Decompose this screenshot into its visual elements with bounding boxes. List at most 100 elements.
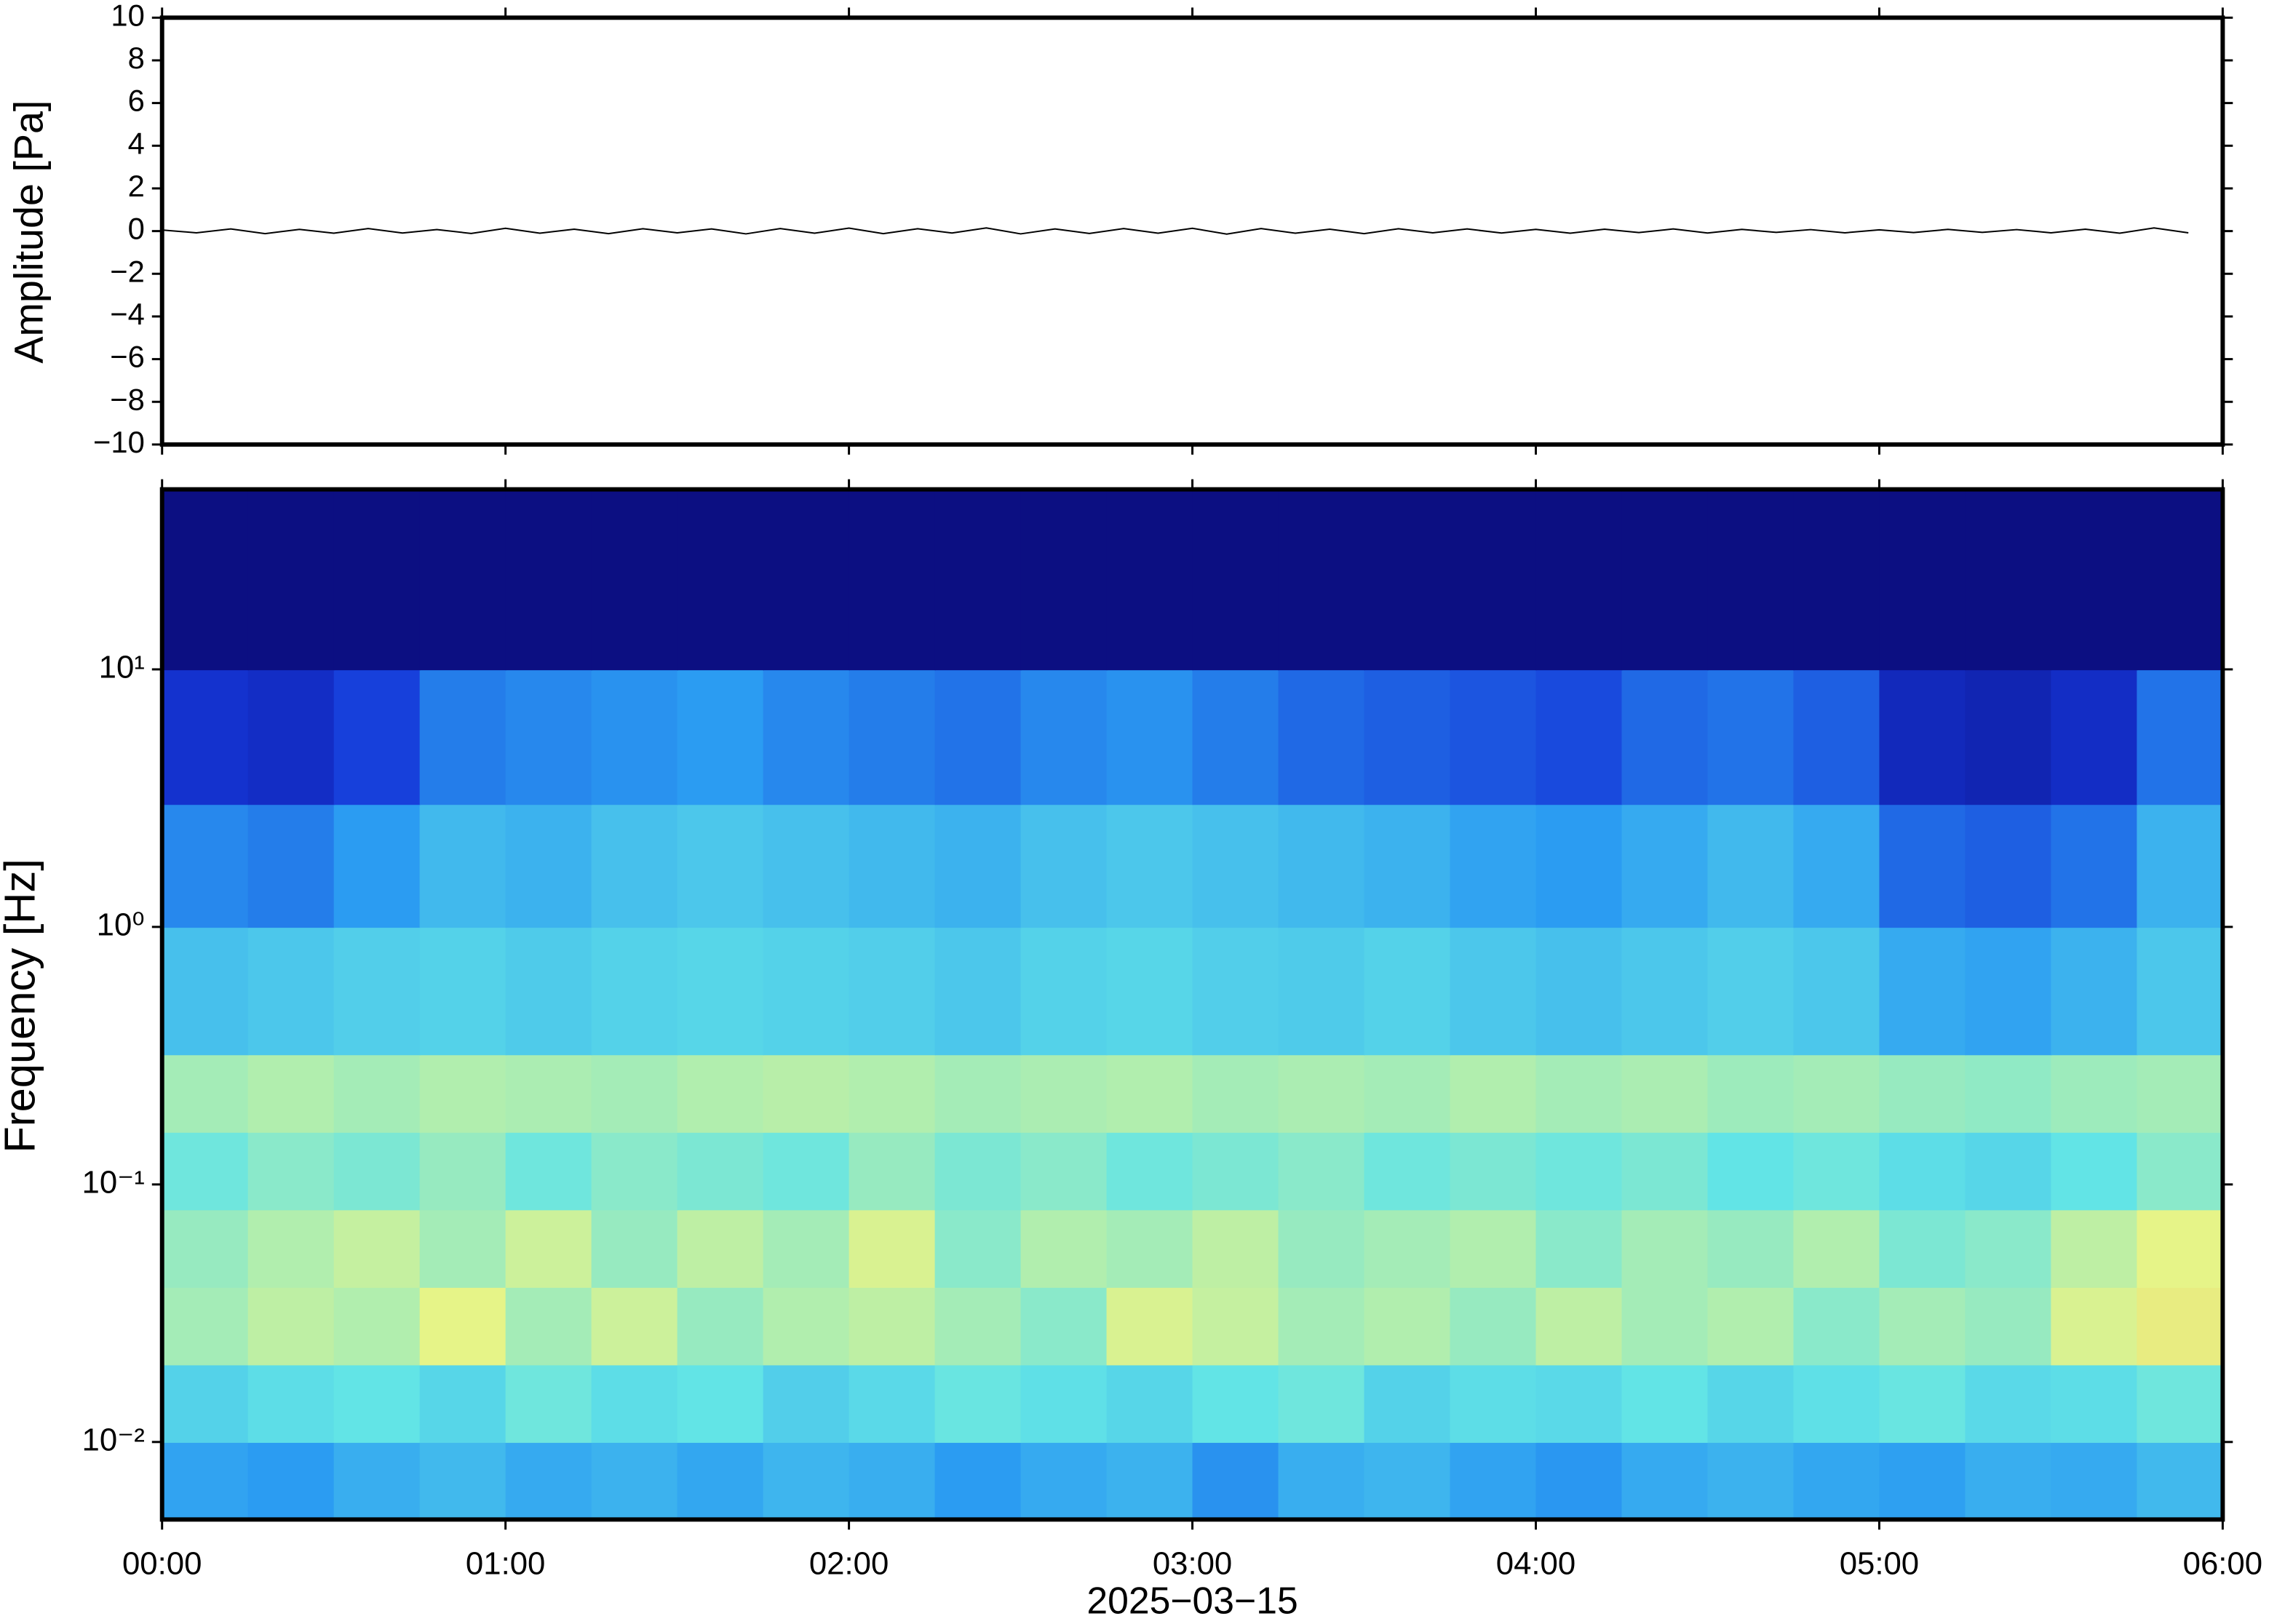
spectrogram-cell [1364,804,1451,928]
spectrogram-cell [2051,669,2138,805]
spectrogram-cell [849,1209,936,1288]
spectrogram-cell [1106,1441,1193,1521]
spectrogram-cell [1793,1364,1880,1444]
spectrogram-cell [1879,1364,1966,1444]
spectrogram-cell [1364,926,1451,1056]
spectrogram-cell [1192,1364,1279,1444]
x-tick-label: 05:00 [1840,1546,1919,1582]
spectrogram-cell [591,926,678,1056]
spectrogram-cell [1621,1364,1709,1444]
x-tick-label: 00:00 [122,1546,202,1582]
spectrogram-cell [1450,1054,1537,1133]
x-axis-label: 2025−03−15 [1086,1579,1298,1621]
spectrogram-cell [1278,1441,1365,1521]
spectrogram-cell [1278,1209,1365,1288]
spectrogram-cell [1020,1364,1108,1444]
spectrogram-cell [1450,926,1537,1056]
spectrogram-cell [1450,1209,1537,1288]
spectrogram-cell [1278,1364,1365,1444]
spectrogram-cell [1278,1131,1365,1211]
spectrogram-cell [505,1209,592,1288]
spectrogram-cell [1793,804,1880,928]
spectrogram-cell [162,1209,249,1288]
spectrogram-cell [1450,804,1537,928]
spectrogram-cell [1707,1364,1795,1444]
spectrogram-cell [677,1131,764,1211]
spectrogram-cell [763,1364,850,1444]
spectrogram-cell [1793,1286,1880,1366]
spectrogram-cell [934,1364,1022,1444]
spectrogram-cell [419,489,506,671]
spectrogram-cell [849,1054,936,1133]
spectrogram-cell [1793,926,1880,1056]
spectrogram-cell [591,1209,678,1288]
spectrogram-cell [763,489,850,671]
spectrogram-cell [1879,804,1966,928]
spectrogram-cell [1535,1441,1623,1521]
spectrogram-cell [1364,1054,1451,1133]
spectrogram-cell [419,804,506,928]
y-tick-label: −6 [110,340,145,374]
spectrogram-cell [1621,489,1709,671]
spectrogram-cell [333,1286,421,1366]
spectrogram-cell [1278,1286,1365,1366]
spectrogram-cell [677,1209,764,1288]
spectrogram-cell [505,1054,592,1133]
spectrogram-cell [1965,669,2052,805]
spectrogram-cell [849,1131,936,1211]
spectrogram-cell [2137,669,2224,805]
x-tick-label: 06:00 [2183,1546,2262,1582]
spectrogram-cell [247,1209,335,1288]
spectrogram-cell [1106,1054,1193,1133]
spectrogram-cell [677,1286,764,1366]
spectrogram-cell [849,926,936,1056]
y-tick-label: −2 [110,254,145,288]
spectrogram-cell [2137,1364,2224,1444]
spectrogram-cell [1621,1131,1709,1211]
spectrogram-cell [419,1209,506,1288]
spectrogram-cell [162,1131,249,1211]
y-axis-label: Frequency [Hz] [0,859,44,1153]
spectrogram-cell [247,1364,335,1444]
spectrogram-cell [1278,489,1365,671]
spectrogram-cell [763,1054,850,1133]
spectrogram-cell [2137,1054,2224,1133]
spectrogram-cell [1707,1131,1795,1211]
spectrogram-cell [2051,1131,2138,1211]
spectrogram-cell [1450,489,1537,671]
spectrogram-cell [505,669,592,805]
spectrogram-cell [162,1054,249,1133]
spectrogram-cell [1793,1131,1880,1211]
spectrogram-cell [1965,1441,2052,1521]
spectrogram-cell [419,1286,506,1366]
spectrogram-cell [763,1441,850,1521]
spectrogram-cell [419,926,506,1056]
spectrogram-cell [1106,926,1193,1056]
spectrogram-cell [1707,489,1795,671]
y-tick-label: 10 [111,0,144,32]
spectrogram-cell [1364,489,1451,671]
spectrogram-cell [1192,669,1279,805]
spectrogram-cell [1106,1209,1193,1288]
spectrogram-cell [1621,1209,1709,1288]
spectrogram-cell [591,669,678,805]
spectrogram-cell [1707,926,1795,1056]
y-tick-label: −10 [93,425,145,459]
spectrogram-cell [1020,1209,1108,1288]
spectrogram-cell [1364,1364,1451,1444]
spectrogram-cell [247,669,335,805]
spectrogram-cell [1535,1209,1623,1288]
spectrogram-cell [247,926,335,1056]
spectrogram-cell [1535,1131,1623,1211]
spectrogram-cell [2051,1286,2138,1366]
spectrogram-cell [1364,669,1451,805]
spectrogram-cell [1278,1054,1365,1133]
spectrogram-cell [162,669,249,805]
spectrogram-cell [1879,1441,1966,1521]
spectrogram-cell [849,669,936,805]
spectrogram-cell [1621,1441,1709,1521]
spectrogram-cell [505,1441,592,1521]
spectrogram-cell [505,926,592,1056]
y-tick-label: 10⁰ [97,907,145,942]
